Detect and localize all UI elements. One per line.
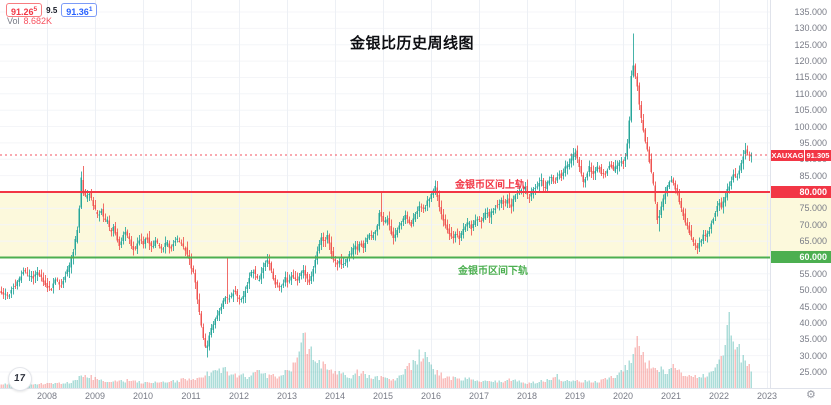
time-axis-separator (0, 388, 831, 389)
y-axis-tick-label: 85.000 (799, 170, 827, 181)
upper-rail-label: 金银币区间上轨 (455, 180, 525, 191)
ask-price-box[interactable]: 91.361 (61, 3, 98, 17)
last-price-tag: XAUXAG 91.305 (771, 149, 831, 161)
x-axis-tick-label: 2015 (372, 391, 394, 401)
x-axis-tick-label: 2014 (324, 391, 346, 401)
chart-title: 金银比历史周线图 (350, 35, 475, 52)
y-axis-tick-label: 65.000 (799, 236, 827, 247)
y-axis-tick-label: 115.000 (795, 72, 827, 83)
price-candles (0, 33, 753, 358)
y-axis-tick-label: 25.000 (799, 367, 827, 377)
x-axis-tick-label: 2010 (132, 391, 154, 401)
last-price-value: 91.305 (805, 149, 831, 161)
symbol-label: XAUXAG (771, 149, 804, 161)
x-axis-tick-label: 2023 (756, 391, 778, 401)
x-axis-tick-label: 2020 (612, 391, 634, 401)
x-axis-tick-label: 2011 (181, 391, 201, 401)
y-axis-tick-label: 125.000 (794, 39, 827, 50)
y-axis-tick-label: 35.000 (799, 334, 827, 345)
y-axis-tick-label: 55.000 (799, 268, 827, 279)
y-axis-tick-label: 30.000 (799, 350, 827, 361)
volume-legend: Vol 8.682K (7, 16, 52, 26)
volume-bars (0, 312, 753, 388)
x-axis-tick-label: 2018 (516, 391, 538, 401)
y-axis-tick-label: 135.000 (794, 7, 827, 17)
x-axis-tick-label: 2013 (276, 391, 298, 401)
lower-rail-label: 金银币区间下轨 (458, 266, 528, 278)
y-axis-tick-label: 105.000 (794, 105, 827, 116)
x-axis-tick-label: 2017 (468, 391, 490, 401)
y-axis-tick-label: 50.000 (799, 285, 827, 296)
y-axis-tick-label: 100.000 (794, 121, 827, 132)
x-axis-tick-label: 2021 (660, 391, 682, 401)
price-axis-separator (770, 0, 771, 389)
volume-value: 8.682K (23, 16, 53, 26)
quote-legend: 91.265 9.5 91.361 (6, 3, 98, 17)
y-axis-tick-label: 70.000 (799, 219, 827, 230)
bid-price-box[interactable]: 91.265 (6, 3, 43, 17)
y-axis-tick-label: 120.000 (794, 56, 827, 67)
x-axis-tick-label: 2016 (420, 391, 442, 401)
y-axis-tick-label: 130.000 (794, 23, 827, 34)
settings-gear-icon[interactable]: ⚙ (806, 389, 816, 401)
y-axis-tick-label: 75.000 (799, 203, 827, 214)
y-axis-tick-label: 110.000 (795, 88, 827, 99)
x-axis-tick-label: 2008 (36, 391, 58, 401)
x-axis-tick-label: 2019 (564, 391, 586, 401)
tradingview-logo-icon: 17 (13, 373, 27, 384)
x-axis-tick-label: 2012 (228, 391, 250, 401)
spread-value: 9.5 (46, 5, 58, 15)
y-axis-tick-label: 40.000 (799, 317, 827, 328)
x-axis-tick-label: 2022 (708, 391, 730, 401)
x-axis-tick-label: 2009 (84, 391, 106, 401)
grid (0, 0, 770, 388)
tradingview-logo[interactable]: 17 (8, 367, 32, 391)
y-axis-tick-label: 45.000 (799, 301, 827, 312)
volume-label: Vol (7, 16, 20, 26)
y-axis-tick-label: 95.000 (799, 137, 827, 148)
lower-rail-price-tag: 60.000 (771, 251, 831, 264)
upper-rail-price-tag: 80.000 (771, 186, 831, 198)
